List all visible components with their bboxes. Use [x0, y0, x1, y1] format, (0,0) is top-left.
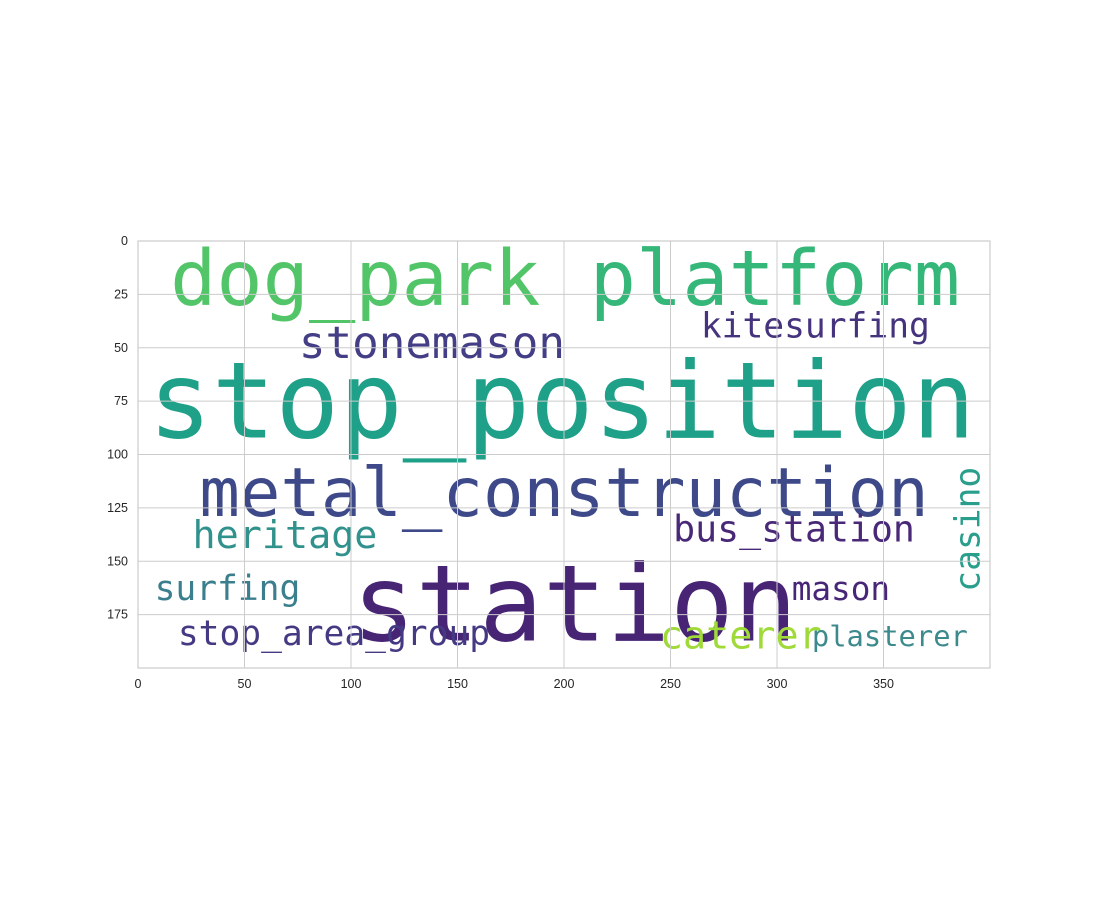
word-kitesurfing: kitesurfing — [701, 306, 930, 346]
word-dog-park: dog_park — [170, 235, 540, 324]
x-tick-label: 50 — [238, 677, 252, 691]
x-tick-label: 100 — [341, 677, 362, 691]
y-tick-label: 175 — [107, 608, 128, 622]
x-tick-label: 300 — [767, 677, 788, 691]
y-tick-label: 125 — [107, 501, 128, 515]
y-tick-label: 25 — [114, 287, 128, 301]
word-heritage: heritage — [193, 513, 378, 558]
axes-frame — [137, 240, 991, 669]
word-platform: platform — [590, 235, 960, 324]
x-tick-label: 0 — [135, 677, 142, 691]
word-casino: casino — [949, 467, 989, 592]
y-tick-label: 150 — [107, 554, 128, 568]
word-bus-station: bus_station — [673, 508, 915, 552]
y-tick-label: 75 — [114, 394, 128, 408]
y-axis-ticks: 0 25 50 75 100 125 150 175 — [107, 234, 128, 622]
word-stonemason: stonemason — [299, 318, 565, 369]
x-tick-label: 250 — [660, 677, 681, 691]
grid-lines — [138, 241, 990, 668]
word-stop-area-group: stop_area_group — [178, 614, 490, 654]
word-caterer: caterer — [660, 613, 822, 658]
y-tick-label: 50 — [114, 341, 128, 355]
x-tick-label: 200 — [554, 677, 575, 691]
x-axis-ticks: 0 50 100 150 200 250 300 350 — [135, 677, 894, 691]
y-tick-label: 0 — [121, 234, 128, 248]
word-station: station — [352, 542, 797, 665]
word-mason: mason — [792, 570, 890, 608]
x-tick-label: 150 — [447, 677, 468, 691]
x-tick-label: 350 — [873, 677, 894, 691]
y-tick-label: 100 — [107, 448, 128, 462]
word-plasterer: plasterer — [812, 619, 968, 653]
word-surfing: surfing — [155, 569, 301, 609]
